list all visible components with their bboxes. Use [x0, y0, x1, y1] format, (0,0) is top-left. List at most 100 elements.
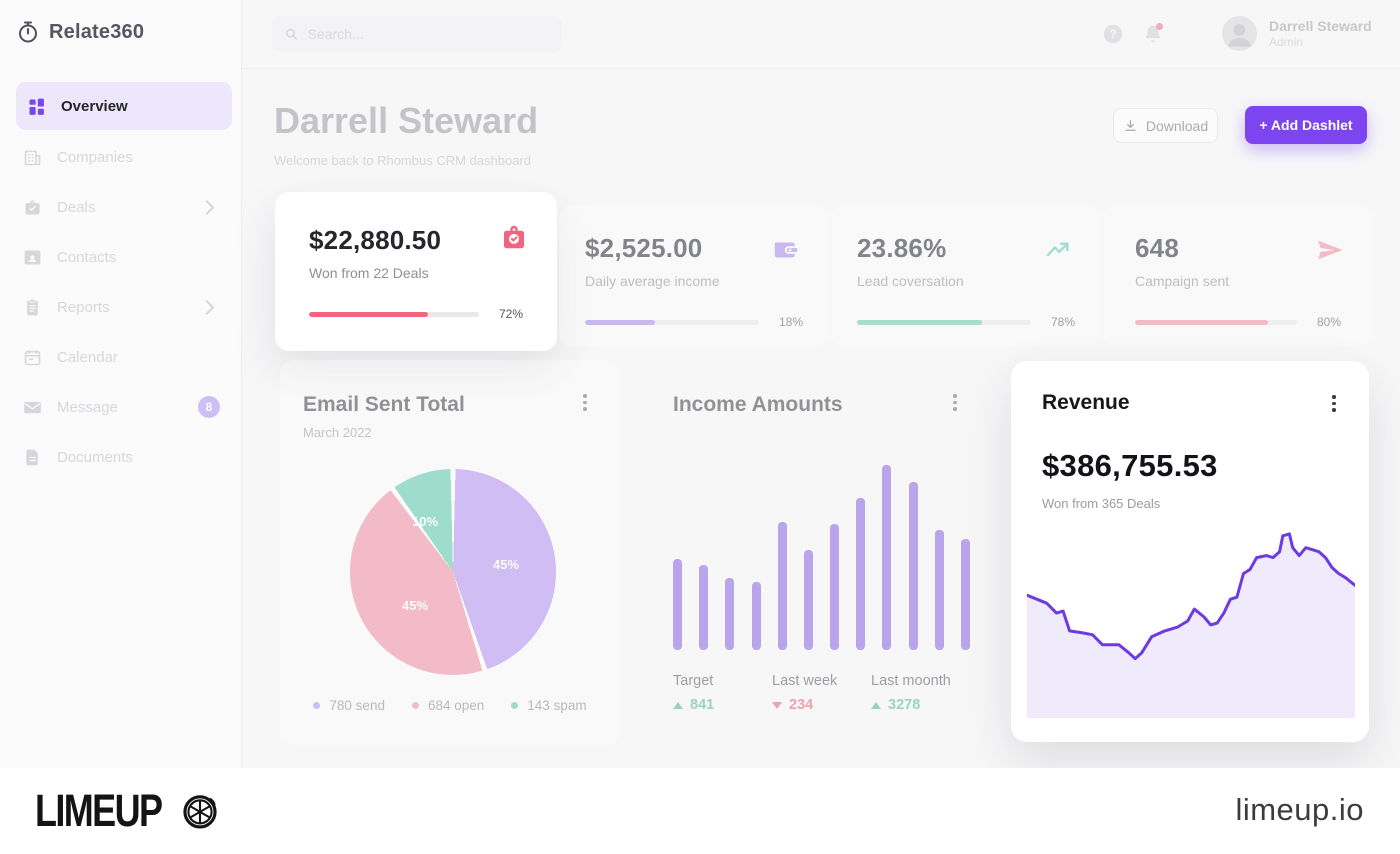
- revenue-amount: $386,755.53: [1042, 448, 1218, 483]
- trend-up-icon: [1046, 242, 1069, 257]
- sidebar-item-reports[interactable]: Reports: [12, 282, 230, 332]
- email-pie: 45% 45% 10%: [350, 469, 556, 675]
- legend-dot: [411, 702, 419, 709]
- footer: LIMEUP limeup.io: [0, 768, 1400, 854]
- revenue-chart: [1027, 532, 1355, 718]
- income-bar: [908, 481, 918, 650]
- help-icon: ?: [1103, 24, 1123, 44]
- search-input[interactable]: [307, 26, 550, 42]
- legend-dot: [511, 702, 519, 709]
- stat-label: Lead coversation: [857, 273, 964, 289]
- income-stat-value: 3278: [888, 697, 921, 713]
- income-stat-last-week: Last week 234: [772, 673, 871, 713]
- income-bar: [960, 539, 970, 650]
- stat-value: $2,525.00: [585, 233, 703, 263]
- download-button[interactable]: Download: [1113, 108, 1218, 143]
- stat-card-daily-income[interactable]: $2,525.00 Daily average income 18%: [559, 205, 829, 347]
- income-stat-target: Target 841: [673, 673, 772, 713]
- income-bar: [725, 577, 735, 650]
- income-amounts-card: Income Amounts Target 841 Last week 234 …: [650, 360, 990, 745]
- income-bar: [856, 498, 866, 650]
- stat-value: 648: [1135, 233, 1179, 263]
- legend-dot: [313, 702, 321, 709]
- app-name: Relate360: [49, 20, 145, 43]
- progress-percent: 80%: [1316, 315, 1341, 329]
- legend-label: 143 spam: [527, 698, 587, 713]
- notification-dot: [1156, 23, 1163, 30]
- search-bar[interactable]: [272, 16, 562, 52]
- kebab-menu-icon[interactable]: [1327, 395, 1341, 415]
- sidebar-item-overview[interactable]: Overview: [16, 82, 232, 130]
- stat-card-won-deals[interactable]: $22,880.50 Won from 22 Deals 72%: [275, 192, 557, 351]
- triangle-up-icon: [673, 701, 683, 709]
- download-label: Download: [1145, 117, 1209, 134]
- lime-slice-icon: [183, 795, 217, 829]
- email-sent-total-card: Email Sent Total March 2022 45% 45% 10% …: [280, 360, 620, 745]
- calendar-icon: [24, 349, 41, 365]
- page-title: Darrell Steward: [274, 100, 539, 141]
- user-menu[interactable]: Darrell Steward Admin: [1222, 16, 1372, 51]
- help-button[interactable]: ?: [1102, 23, 1124, 45]
- stat-label: Campaign sent: [1135, 273, 1230, 289]
- income-bar: [751, 581, 761, 650]
- sidebar-item-documents[interactable]: Documents: [12, 432, 230, 482]
- legend-label: 684 open: [427, 698, 485, 713]
- kebab-menu-icon[interactable]: [948, 394, 962, 414]
- income-bar: [830, 524, 840, 650]
- chevron-right-icon: [205, 199, 215, 215]
- app-logo[interactable]: Relate360: [16, 20, 144, 44]
- revenue-title: Revenue: [1042, 391, 1130, 414]
- sidebar-item-label: Overview: [61, 97, 128, 115]
- income-bar: [934, 529, 944, 650]
- pie-slice-label: 45%: [402, 598, 429, 613]
- add-dashlet-button[interactable]: + Add Dashlet: [1245, 106, 1367, 144]
- send-icon: [1318, 240, 1343, 260]
- kebab-menu-icon[interactable]: [578, 394, 592, 414]
- stat-label: Won from 22 Deals: [309, 265, 429, 281]
- income-bar: [777, 522, 787, 650]
- progress-percent: 72%: [498, 307, 523, 321]
- sidebar-item-deals[interactable]: Deals: [12, 182, 230, 232]
- pie-slice-label: 10%: [412, 514, 439, 529]
- income-stat-label: Last moonth: [871, 673, 951, 689]
- income-stat-label: Last week: [772, 673, 838, 689]
- grid-icon: [29, 98, 44, 115]
- triangle-up-icon: [871, 701, 881, 709]
- legend-item-spam: 143 spam: [511, 698, 587, 713]
- stat-card-campaign-sent[interactable]: 648 Campaign sent 80%: [1103, 205, 1373, 347]
- user-name: Darrell Steward: [1269, 18, 1372, 35]
- sidebar: Relate360 Overview Companies: [0, 0, 242, 768]
- wallet-icon: [774, 242, 798, 258]
- stopwatch-icon: [19, 21, 37, 43]
- chevron-right-icon: [205, 299, 215, 315]
- legend-item-open: 684 open: [411, 698, 485, 713]
- progress-percent: 78%: [1050, 315, 1075, 329]
- user-role: Admin: [1269, 34, 1304, 49]
- income-bar: [673, 559, 682, 650]
- sidebar-item-companies[interactable]: Companies: [12, 132, 230, 182]
- progress-track: [585, 319, 759, 325]
- sidebar-item-message[interactable]: Message 8: [12, 382, 230, 432]
- stat-card-lead-conversation[interactable]: 23.86% Lead coversation 78%: [831, 205, 1101, 347]
- person-icon: [1227, 24, 1252, 47]
- notifications-button[interactable]: [1142, 23, 1164, 45]
- envelope-icon: [24, 401, 41, 413]
- income-bar: [882, 465, 892, 650]
- income-stat-label: Target: [673, 673, 714, 689]
- revenue-subtitle: Won from 365 Deals: [1042, 496, 1161, 511]
- income-bar: [803, 550, 813, 650]
- progress-fill: [585, 319, 655, 325]
- sidebar-item-label: Contacts: [57, 248, 117, 266]
- income-bar: [699, 564, 709, 650]
- income-stat-last-month: Last moonth 3278: [871, 673, 970, 713]
- sidebar-item-calendar[interactable]: Calendar: [12, 332, 230, 382]
- income-bars: [673, 465, 970, 650]
- progress-fill: [1135, 319, 1268, 325]
- sidebar-item-contacts[interactable]: Contacts: [12, 232, 230, 282]
- briefcase-check-icon: [504, 225, 524, 249]
- progress-fill: [309, 311, 428, 317]
- briefcase-icon: [25, 200, 40, 214]
- download-icon: [1125, 119, 1136, 131]
- income-chart-title: Income Amounts: [673, 393, 843, 416]
